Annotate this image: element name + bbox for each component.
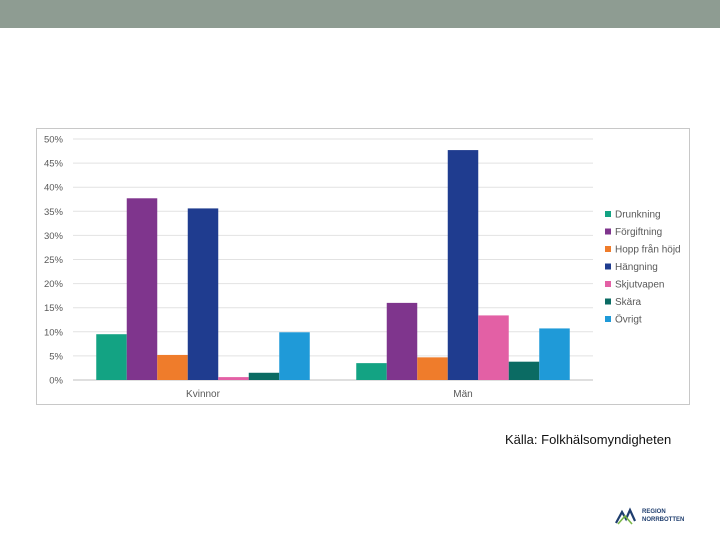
y-tick-label: 10% — [44, 327, 64, 338]
legend-swatch — [605, 211, 611, 217]
legend-label: Drunkning — [615, 210, 661, 221]
y-tick-label: 30% — [44, 231, 64, 242]
legend-swatch — [605, 316, 611, 322]
x-tick-label: Män — [453, 389, 472, 400]
y-tick-label: 50% — [44, 135, 64, 146]
y-tick-label: 45% — [44, 159, 64, 170]
legend-swatch — [605, 281, 611, 287]
bar — [356, 363, 387, 380]
bar — [508, 361, 540, 380]
bar — [218, 377, 249, 380]
y-tick-label: 5% — [49, 351, 63, 362]
logo-line1: REGION — [642, 509, 666, 515]
y-tick-label: 40% — [44, 183, 64, 194]
chart-frame: 0% 5% 10% 15% 20% 25% 30% 35% 40% 45% 50% Kvinnor Mä… — [36, 128, 690, 405]
y-tick-label: 35% — [44, 207, 64, 218]
legend-label: Hängning — [615, 262, 658, 273]
legend-label: Skära — [615, 297, 642, 308]
bar — [187, 208, 219, 380]
logo-wave-icon — [617, 514, 633, 525]
bar — [539, 328, 570, 380]
bar — [417, 357, 448, 380]
legend-label: Övrigt — [615, 314, 642, 326]
bar — [96, 334, 127, 380]
bar — [447, 150, 479, 380]
legend-label: Förgiftning — [615, 227, 662, 238]
legend-swatch — [605, 298, 611, 305]
bar — [157, 354, 188, 380]
legend-swatch — [605, 228, 611, 235]
y-tick-label: 15% — [44, 303, 64, 314]
y-tick-label: 25% — [44, 255, 64, 266]
logo-line2: NORRBOTTEN — [642, 517, 684, 523]
source-note: Källa: Folkhälsomyndigheten — [505, 432, 672, 447]
bar — [126, 198, 158, 380]
y-tick-label: 20% — [44, 279, 64, 290]
logo-mark-icon — [615, 507, 637, 524]
y-tick-label: 0% — [49, 376, 63, 387]
legend-label: Hopp från höjd — [615, 244, 681, 256]
legend-label: Skjutvapen — [615, 280, 664, 291]
x-tick-label: Kvinnor — [186, 389, 221, 400]
top-band — [0, 0, 720, 28]
bar — [279, 332, 310, 380]
bar — [248, 372, 280, 380]
legend-swatch — [605, 263, 611, 270]
legend-swatch — [605, 246, 611, 252]
bar — [386, 302, 418, 380]
bar-chart: 0% 5% 10% 15% 20% 25% 30% 35% 40% 45% 50% Kvinnor Mä… — [44, 135, 681, 401]
region-norrbotten-logo: REGION NORRBOTTEN — [615, 507, 684, 525]
bar — [478, 315, 509, 380]
